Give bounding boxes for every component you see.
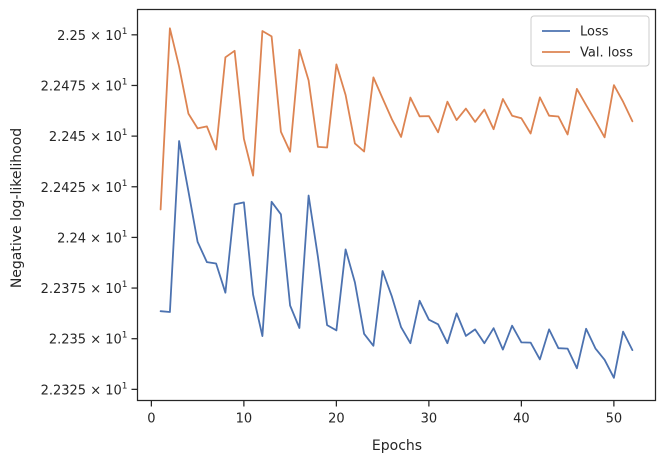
x-axis-title: Epochs [372, 438, 422, 454]
y-tick-label: 2.25 × 101 [57, 27, 127, 44]
y-tick-label: 2.2325 × 101 [41, 381, 128, 398]
y-tick-label: 2.245 × 101 [49, 128, 128, 145]
y-tick-label: 2.2375 × 101 [41, 280, 128, 297]
legend: Loss Val. loss [530, 15, 650, 67]
x-tick-label: 40 [513, 412, 530, 427]
legend-box [530, 15, 650, 67]
x-tick-label: 50 [606, 412, 623, 427]
x-tick-label: 0 [147, 412, 155, 427]
y-tick-label: 2.235 × 101 [49, 331, 128, 348]
x-tick-label: 10 [236, 412, 253, 427]
legend-label-val-loss: Val. loss [580, 46, 633, 61]
y-tick-label: 2.2475 × 101 [41, 77, 128, 94]
series-line-loss [159, 140, 634, 379]
series-line-val-loss [159, 27, 634, 211]
y-tick-label: 2.2425 × 101 [41, 179, 128, 196]
plot-area-border [136, 8, 657, 402]
x-tick-label: 30 [421, 412, 438, 427]
y-axis: 2.2325 × 101 2.235 × 101 2.2375 × 101 2.24 … [41, 27, 138, 398]
series-lines [159, 27, 634, 379]
x-axis: 0 10 20 30 40 50 [147, 400, 623, 427]
y-axis-title: Negative log-likelihood [9, 128, 25, 288]
y-tick-label: 2.24 × 101 [57, 229, 127, 246]
legend-label-loss: Loss [580, 25, 609, 40]
x-tick-label: 20 [328, 412, 345, 427]
